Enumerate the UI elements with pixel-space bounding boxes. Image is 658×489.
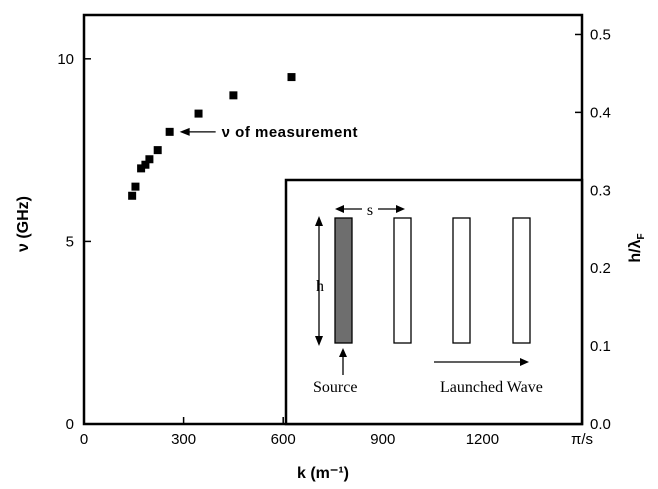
source-strip: [334, 217, 353, 344]
y-tick-label: 5: [66, 233, 74, 250]
strips: [334, 217, 531, 344]
y-axis-left: 0 5 10: [57, 51, 91, 433]
launched-wave-arrowhead: [520, 358, 529, 366]
x-axis-title: k (m⁻¹): [297, 465, 349, 482]
data-point: [194, 109, 203, 118]
x-tick-label: 300: [171, 431, 196, 448]
y2-axis-title: h/λF: [627, 233, 647, 262]
data-point: [131, 182, 140, 191]
inset-diagram: h s Source Launched Wave: [284, 178, 584, 426]
y2-tick-label: 0.3: [590, 182, 611, 199]
y2-axis-title-main: h/λ: [627, 239, 644, 262]
annotation-arrowhead: [179, 127, 190, 136]
y2-tick-label: 0.4: [590, 104, 611, 121]
spacing-label-bg: [362, 198, 378, 218]
y-axis-title: ν (GHz): [15, 196, 32, 252]
y2-tick-label: 0.5: [590, 26, 611, 43]
annotation-text: ν of measurement: [222, 124, 358, 141]
strip: [512, 217, 531, 344]
data-point: [141, 160, 150, 169]
data-point: [153, 146, 162, 155]
data-point: [128, 191, 137, 200]
data-point: [287, 73, 296, 82]
svg-text:h/λF: h/λF: [627, 233, 647, 262]
y-axis-right: 0.0 0.1 0.2 0.3 0.4 0.5: [575, 26, 611, 433]
source-label: Source: [313, 379, 357, 396]
spacing-arrowhead-left: [335, 205, 344, 213]
data-point: [165, 127, 174, 136]
annotation: ν of measurement: [179, 124, 358, 141]
spacing-label: s: [367, 202, 373, 219]
data-point: [137, 164, 146, 173]
strip: [452, 217, 471, 344]
source-arrowhead: [339, 348, 347, 357]
y-tick-label: 0: [66, 416, 74, 433]
strip: [393, 217, 412, 344]
data-point: [145, 155, 154, 164]
spacing-arrowhead-right: [396, 205, 405, 213]
x-tick-label: 600: [271, 431, 296, 448]
height-arrowhead-bottom: [315, 336, 323, 346]
x-tick-label: 900: [370, 431, 395, 448]
launched-wave-label: Launched Wave: [440, 379, 543, 396]
height-label: h: [316, 278, 324, 295]
y2-axis-title-subscript: F: [636, 233, 647, 239]
x-tick-label-pi-over-s: π/s: [571, 431, 593, 448]
x-tick-label: 0: [80, 431, 88, 448]
y2-tick-label: 0.2: [590, 260, 611, 277]
y-tick-label: 10: [57, 51, 74, 68]
data-points: [128, 73, 296, 200]
height-arrowhead-top: [315, 216, 323, 226]
y2-tick-label: 0.1: [590, 338, 611, 355]
y2-tick-label: 0.0: [590, 416, 611, 433]
data-point: [229, 91, 238, 100]
x-tick-label: 1200: [466, 431, 499, 448]
